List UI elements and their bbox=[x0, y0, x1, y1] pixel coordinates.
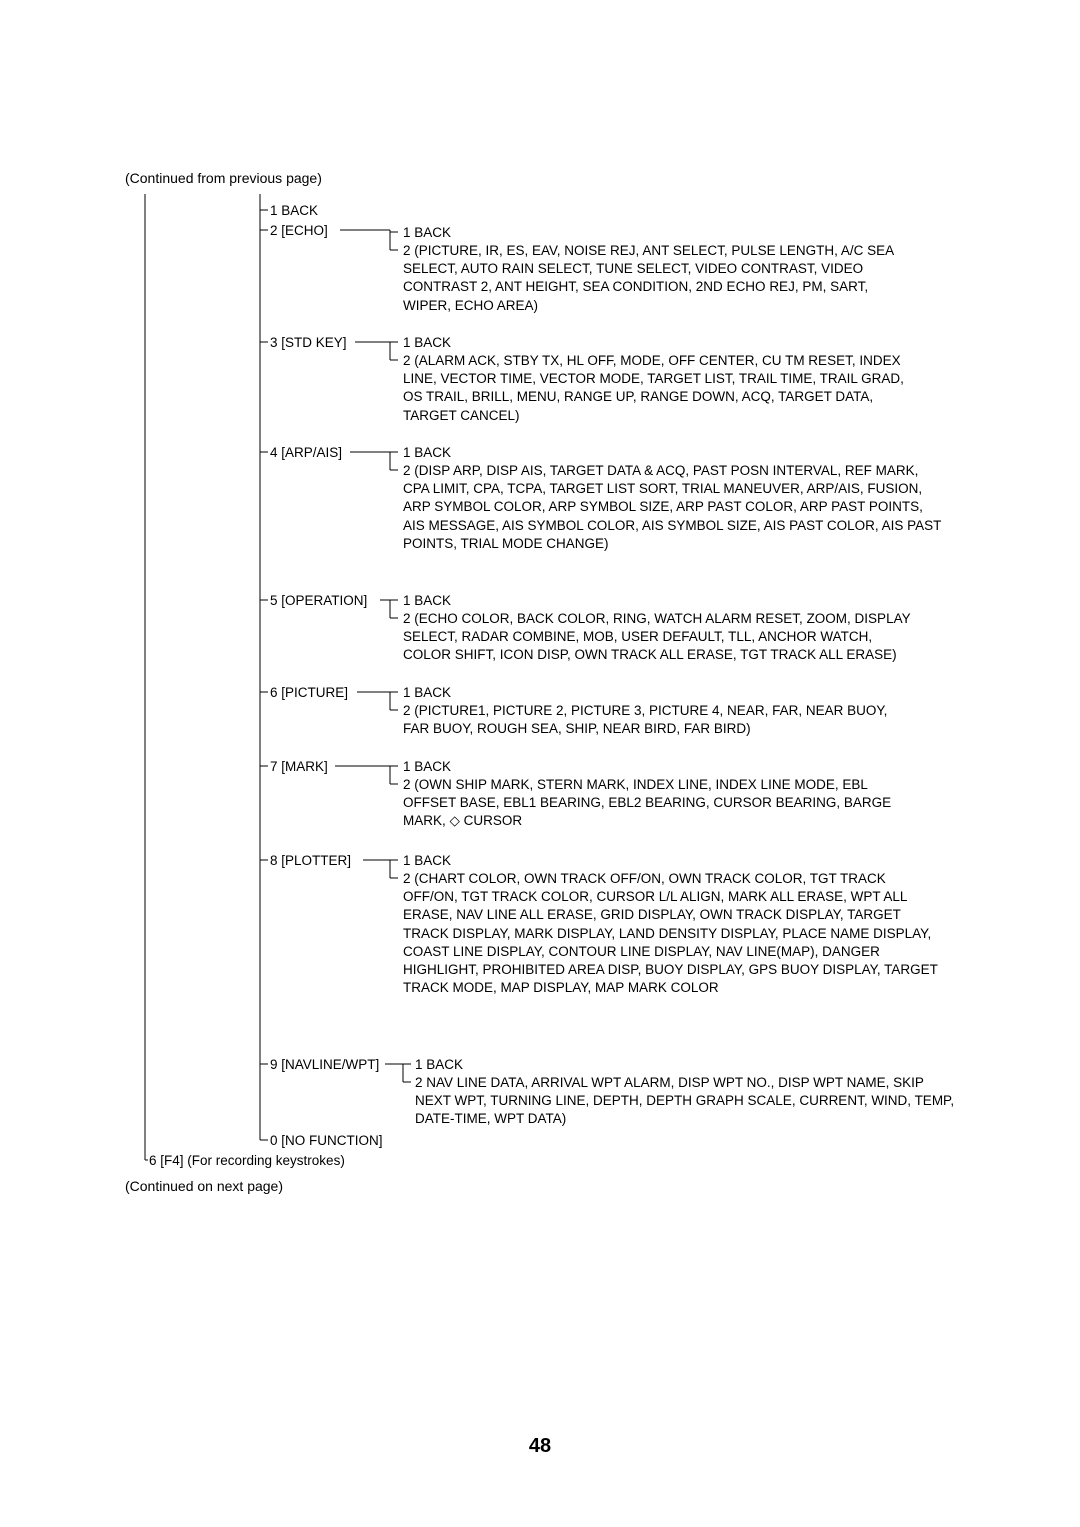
item-8-child-1: 1 BACK bbox=[403, 852, 451, 870]
item-1-back: 1 BACK bbox=[270, 202, 318, 220]
item-6-child-1: 1 BACK bbox=[403, 684, 451, 702]
item-5-child-1: 1 BACK bbox=[403, 592, 451, 610]
item-9-child-1: 1 BACK bbox=[415, 1056, 463, 1074]
item-3-stdkey: 3 [STD KEY] bbox=[270, 334, 347, 352]
page-number: 48 bbox=[0, 1435, 1080, 1458]
item-8-child-2: 2 (CHART COLOR, OWN TRACK OFF/ON, OWN TR… bbox=[403, 870, 943, 998]
item-3-child-1: 1 BACK bbox=[403, 334, 451, 352]
item-5-operation: 5 [OPERATION] bbox=[270, 592, 367, 610]
footer-item-f4: 6 [F4] (For recording keystrokes) bbox=[149, 1152, 345, 1170]
item-2-echo: 2 [ECHO] bbox=[270, 222, 328, 240]
tree-diagram: 1 BACK 2 [ECHO] 1 BACK 2 (PICTURE, IR, E… bbox=[125, 194, 955, 1194]
item-7-child-1: 1 BACK bbox=[403, 758, 451, 776]
item-6-picture: 6 [PICTURE] bbox=[270, 684, 348, 702]
item-4-child-1: 1 BACK bbox=[403, 444, 451, 462]
header-note: (Continued from previous page) bbox=[125, 170, 955, 186]
item-5-child-2: 2 (ECHO COLOR, BACK COLOR, RING, WATCH A… bbox=[403, 610, 923, 665]
item-4-child-2: 2 (DISP ARP, DISP AIS, TARGET DATA & ACQ… bbox=[403, 462, 943, 553]
item-4-arpais: 4 [ARP/AIS] bbox=[270, 444, 342, 462]
item-3-child-2: 2 (ALARM ACK, STBY TX, HL OFF, MODE, OFF… bbox=[403, 352, 913, 425]
item-6-child-2: 2 (PICTURE1, PICTURE 2, PICTURE 3, PICTU… bbox=[403, 702, 903, 738]
item-8-plotter: 8 [PLOTTER] bbox=[270, 852, 351, 870]
item-2-child-1: 1 BACK bbox=[403, 224, 451, 242]
item-7-mark: 7 [MARK] bbox=[270, 758, 328, 776]
item-9-child-2: 2 NAV LINE DATA, ARRIVAL WPT ALARM, DISP… bbox=[415, 1074, 955, 1129]
item-7-child-2: 2 (OWN SHIP MARK, STERN MARK, INDEX LINE… bbox=[403, 776, 923, 831]
item-9-navline: 9 [NAVLINE/WPT] bbox=[270, 1056, 379, 1074]
footer-note: (Continued on next page) bbox=[125, 1178, 283, 1194]
item-0-nofunction: 0 [NO FUNCTION] bbox=[270, 1132, 383, 1150]
item-2-child-2: 2 (PICTURE, IR, ES, EAV, NOISE REJ, ANT … bbox=[403, 242, 903, 315]
